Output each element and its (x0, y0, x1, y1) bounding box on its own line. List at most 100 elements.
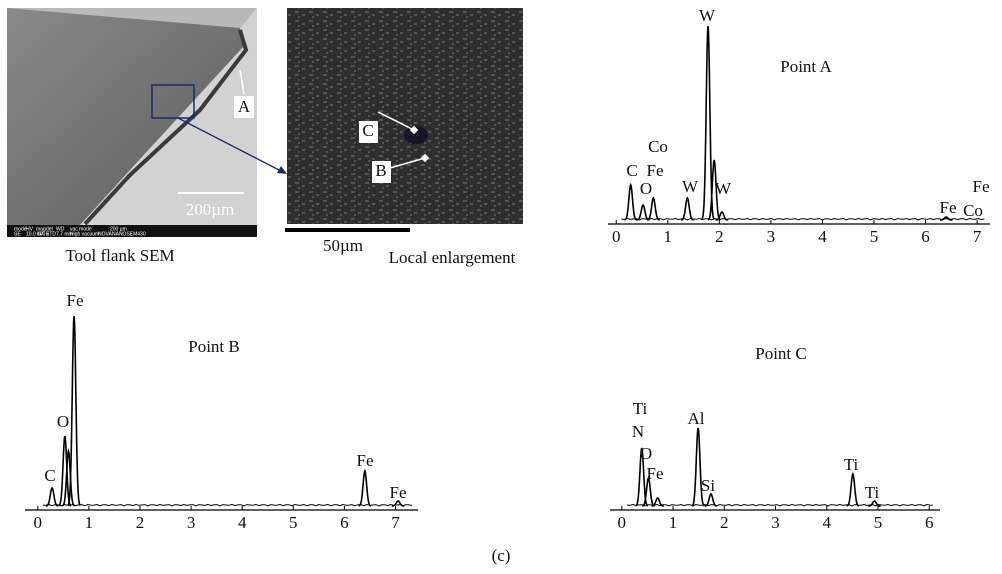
x-tick-label: 7 (973, 227, 982, 246)
x-tick-label: 0 (34, 513, 43, 532)
scale-bar-label: 200µm (186, 200, 235, 219)
peak-label: Co (648, 137, 668, 156)
spectrum-peak (651, 497, 664, 507)
spectrum-peak (691, 427, 705, 507)
peak-label: Fe (973, 177, 990, 196)
spectrum-peak (635, 447, 649, 507)
spectrum-baseline (621, 217, 985, 221)
x-tick-label: 7 (391, 513, 400, 532)
x-tick-label: 1 (664, 227, 673, 246)
caption: Tool flank SEM (65, 246, 174, 265)
x-tick-label: 3 (187, 513, 196, 532)
spectrum-title: Point C (755, 344, 807, 363)
spectrum-peak (624, 182, 638, 221)
info-bar-text: ETD (46, 231, 56, 237)
info-bar-text: NANOSEM430 (112, 231, 146, 237)
info-bar-text: SE (14, 231, 21, 237)
spectrum-peak (707, 159, 721, 221)
x-tick-label: 3 (767, 227, 776, 246)
spectrum-peak (680, 196, 694, 221)
peak-label: N (632, 422, 644, 441)
x-tick-label: 4 (818, 227, 827, 246)
info-bar-text: High vacuum (70, 231, 99, 237)
x-tick-label: 2 (136, 513, 145, 532)
peak-label: O (57, 412, 69, 431)
peak-label: Fe (67, 291, 84, 310)
x-tick-label: 5 (289, 513, 298, 532)
spectrum-title: Point B (188, 337, 240, 356)
spectrum-peak (701, 25, 715, 221)
peak-label: Fe (940, 198, 957, 217)
spectrum-peak (358, 468, 372, 507)
x-tick-label: 4 (238, 513, 247, 532)
peak-label: W (699, 6, 716, 25)
figure-caption: (c) (492, 546, 511, 565)
peak-label: W (715, 179, 732, 198)
x-tick-label: 1 (669, 513, 678, 532)
info-bar-text: mag (36, 226, 46, 232)
spectrum-baseline (42, 503, 412, 507)
peak-label: Fe (390, 483, 407, 502)
info-bar-text: HV (26, 226, 34, 232)
spectrum-peak (704, 492, 718, 507)
spectrum-title: Point A (780, 57, 832, 76)
spectrum-peak (642, 476, 655, 507)
point-label: A (238, 97, 251, 116)
spectrum-peak (646, 196, 660, 221)
peak-label: Si (701, 476, 715, 495)
peak-label: C (44, 466, 55, 485)
peak-label: Fe (357, 451, 374, 470)
peak-label: C (626, 161, 637, 180)
sem-image (7, 8, 257, 237)
x-tick-label: 5 (870, 227, 879, 246)
spectrum-peak (868, 500, 881, 507)
x-tick-label: 6 (921, 227, 930, 246)
x-tick-label: 6 (340, 513, 349, 532)
arrow-head (277, 166, 287, 174)
spectrum-peak (61, 447, 76, 507)
peak-label: Ti (865, 483, 880, 502)
peak-label: O (640, 444, 652, 463)
x-tick-label: 6 (925, 513, 934, 532)
spectrum-peak (45, 486, 59, 507)
x-tick-label: 0 (612, 227, 621, 246)
point-label: B (375, 161, 386, 180)
info-bar-text: det (46, 226, 54, 232)
spectrum-baseline (626, 503, 933, 507)
x-tick-label: 0 (618, 513, 627, 532)
x-tick-label: 2 (715, 227, 724, 246)
caption: Local enlargement (389, 248, 516, 267)
x-tick-label: 3 (771, 513, 780, 532)
peak-label: W (682, 177, 699, 196)
zoom-arrow (177, 117, 282, 172)
info-bar-text: NOVA (98, 231, 112, 237)
x-tick-label: 5 (874, 513, 883, 532)
peak-label: O (640, 179, 652, 198)
peak-label: Ti (844, 455, 859, 474)
x-tick-label: 4 (823, 513, 832, 532)
enlargement-image (285, 8, 523, 232)
spectrum-peak (715, 211, 729, 221)
peak-label: Fe (647, 464, 664, 483)
x-tick-label: 2 (720, 513, 729, 532)
spectrum-peak (391, 500, 405, 507)
spectrum-peak (939, 216, 953, 221)
spectrum-peak (67, 315, 81, 507)
info-bar-text: vac mode (70, 226, 92, 232)
peak-label: Fe (647, 161, 664, 180)
info-bar-text: mode (14, 226, 27, 232)
peak-label: Al (688, 409, 705, 428)
peak-label: Ti (633, 399, 648, 418)
info-bar-text: 10.0 kV (26, 231, 44, 237)
peak-label: Co (963, 201, 983, 220)
spectrum-peak (636, 203, 650, 221)
info-bar-text: 400 x (37, 231, 50, 237)
spectrum-peak (846, 472, 860, 507)
x-tick-label: 1 (85, 513, 94, 532)
scale-bar-label: 50µm (323, 236, 363, 255)
info-bar-text: 7.7 mm (56, 231, 73, 237)
point-label: C (362, 121, 373, 140)
info-bar-text: WD (56, 226, 65, 232)
info-bar-text: 200 µm (110, 226, 127, 232)
